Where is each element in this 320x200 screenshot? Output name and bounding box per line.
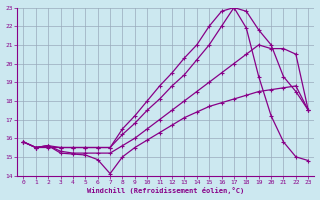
X-axis label: Windchill (Refroidissement éolien,°C): Windchill (Refroidissement éolien,°C) <box>87 187 244 194</box>
